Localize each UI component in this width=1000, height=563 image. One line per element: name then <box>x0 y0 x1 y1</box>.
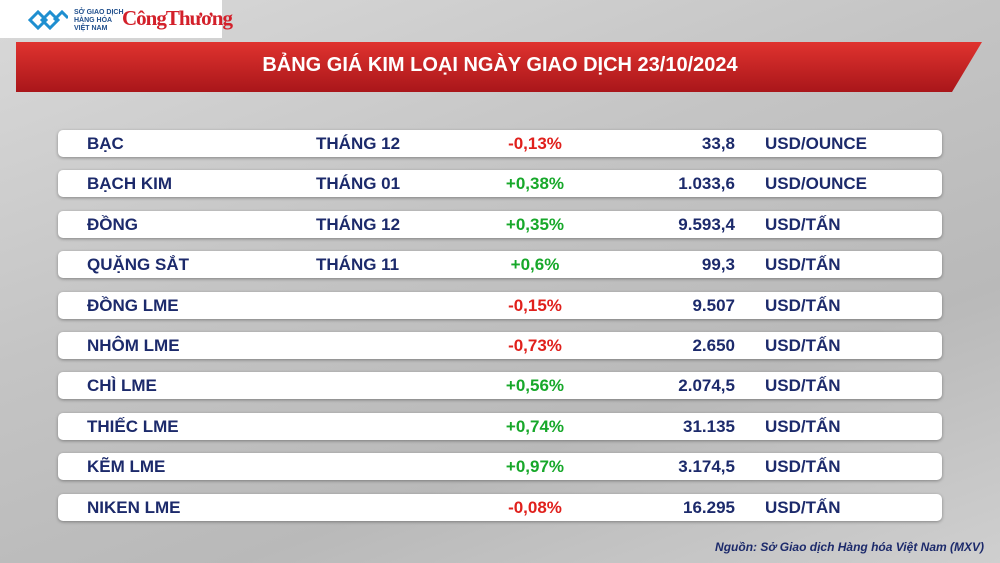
change: +0,35% <box>505 214 565 234</box>
logo-line: VIỆT NAM <box>74 25 108 32</box>
price: 9.593,4 <box>678 214 735 234</box>
price: 9.507 <box>692 295 735 315</box>
table-row: ĐỒNG THÁNG 12 +0,35% 9.593,4 USD/TẤN <box>58 210 942 238</box>
price: 2.650 <box>692 336 735 355</box>
unit: USD/TẤN <box>765 376 841 396</box>
change: +0,97% <box>505 457 565 477</box>
table-row: BẠCH KIM THÁNG 01 +0,38% 1.033,6 USD/OUNCE <box>58 170 942 198</box>
logo-line: SỞ GIAO DỊCH <box>74 9 124 16</box>
logo-text: SỞ GIAO DỊCH HÀNG HÓA VIỆT NAM <box>74 9 124 33</box>
source: Nguồn: Sở Giao dịch Hàng hóa Việt Nam (M… <box>715 540 984 554</box>
title: BẢNG GIÁ KIM LOẠI NGÀY GIAO DỊCH 23/10/2… <box>262 54 738 76</box>
change: +0,6% <box>510 255 560 275</box>
price: 31.135 <box>683 416 735 436</box>
table-row: QUẶNG SẮT THÁNG 11 +0,6% 99,3 USD/TẤN <box>58 251 942 279</box>
metal-name: BẠC <box>87 134 124 153</box>
logo: SỞ GIAO DỊCH HÀNG HÓA VIỆT NAM CôngThương <box>0 0 233 38</box>
brand: CôngThương <box>122 6 233 30</box>
unit: USD/TẤN <box>765 416 841 436</box>
price: 1.033,6 <box>678 174 735 194</box>
metal-name: QUẶNG SẮT <box>87 255 189 275</box>
table-row: NHÔM LME -0,73% 2.650 USD/TẤN <box>58 332 942 359</box>
table-row: KẼM LME +0,97% 3.174,5 USD/TẤN <box>58 453 942 481</box>
unit: USD/TẤN <box>765 214 841 234</box>
table-row: NIKEN LME -0,08% 16.295 USD/TẤN <box>58 493 942 521</box>
change: -0,15% <box>508 295 562 315</box>
metal-name: ĐỒNG LME <box>87 295 179 315</box>
title-banner <box>16 42 982 92</box>
logo-icon <box>28 10 68 30</box>
logo-line: HÀNG HÓA <box>74 17 113 24</box>
contract-month: THÁNG 01 <box>316 174 401 194</box>
unit: USD/TẤN <box>765 255 841 275</box>
price: 33,8 <box>701 134 735 153</box>
change: +0,56% <box>505 376 565 396</box>
metal-name: CHÌ LME <box>87 376 157 396</box>
metal-name: NIKEN LME <box>87 497 181 517</box>
unit: USD/TẤN <box>765 457 841 477</box>
unit: USD/TẤN <box>765 295 841 315</box>
price: 99,3 <box>701 255 735 275</box>
metal-name: THIẾC LME <box>87 416 179 436</box>
table-row: CHÌ LME +0,56% 2.074,5 USD/TẤN <box>58 372 942 400</box>
price: 3.174,5 <box>678 457 735 477</box>
metal-name: KẼM LME <box>87 457 166 477</box>
change: +0,38% <box>505 174 565 194</box>
price: 2.074,5 <box>678 376 735 396</box>
contract-month: THÁNG 12 <box>316 134 401 153</box>
table-row: ĐỒNG LME -0,15% 9.507 USD/TẤN <box>58 291 942 319</box>
change: -0,73% <box>508 336 562 355</box>
metal-name: ĐỒNG <box>87 214 138 234</box>
table-row: BẠC THÁNG 12 -0,13% 33,8 USD/OUNCE <box>58 130 942 157</box>
unit: USD/OUNCE <box>765 134 868 153</box>
unit: USD/TẤN <box>765 336 841 355</box>
metal-name: NHÔM LME <box>87 336 180 355</box>
metal-name: BẠCH KIM <box>87 174 172 194</box>
contract-month: THÁNG 12 <box>316 214 401 234</box>
price: 16.295 <box>683 497 735 517</box>
table-row: THIẾC LME +0,74% 31.135 USD/TẤN <box>58 412 942 440</box>
contract-month: THÁNG 11 <box>316 255 400 275</box>
change: -0,13% <box>508 134 562 153</box>
unit: USD/OUNCE <box>765 174 868 194</box>
change: -0,08% <box>508 497 562 517</box>
unit: USD/TẤN <box>765 497 841 517</box>
change: +0,74% <box>505 416 565 436</box>
